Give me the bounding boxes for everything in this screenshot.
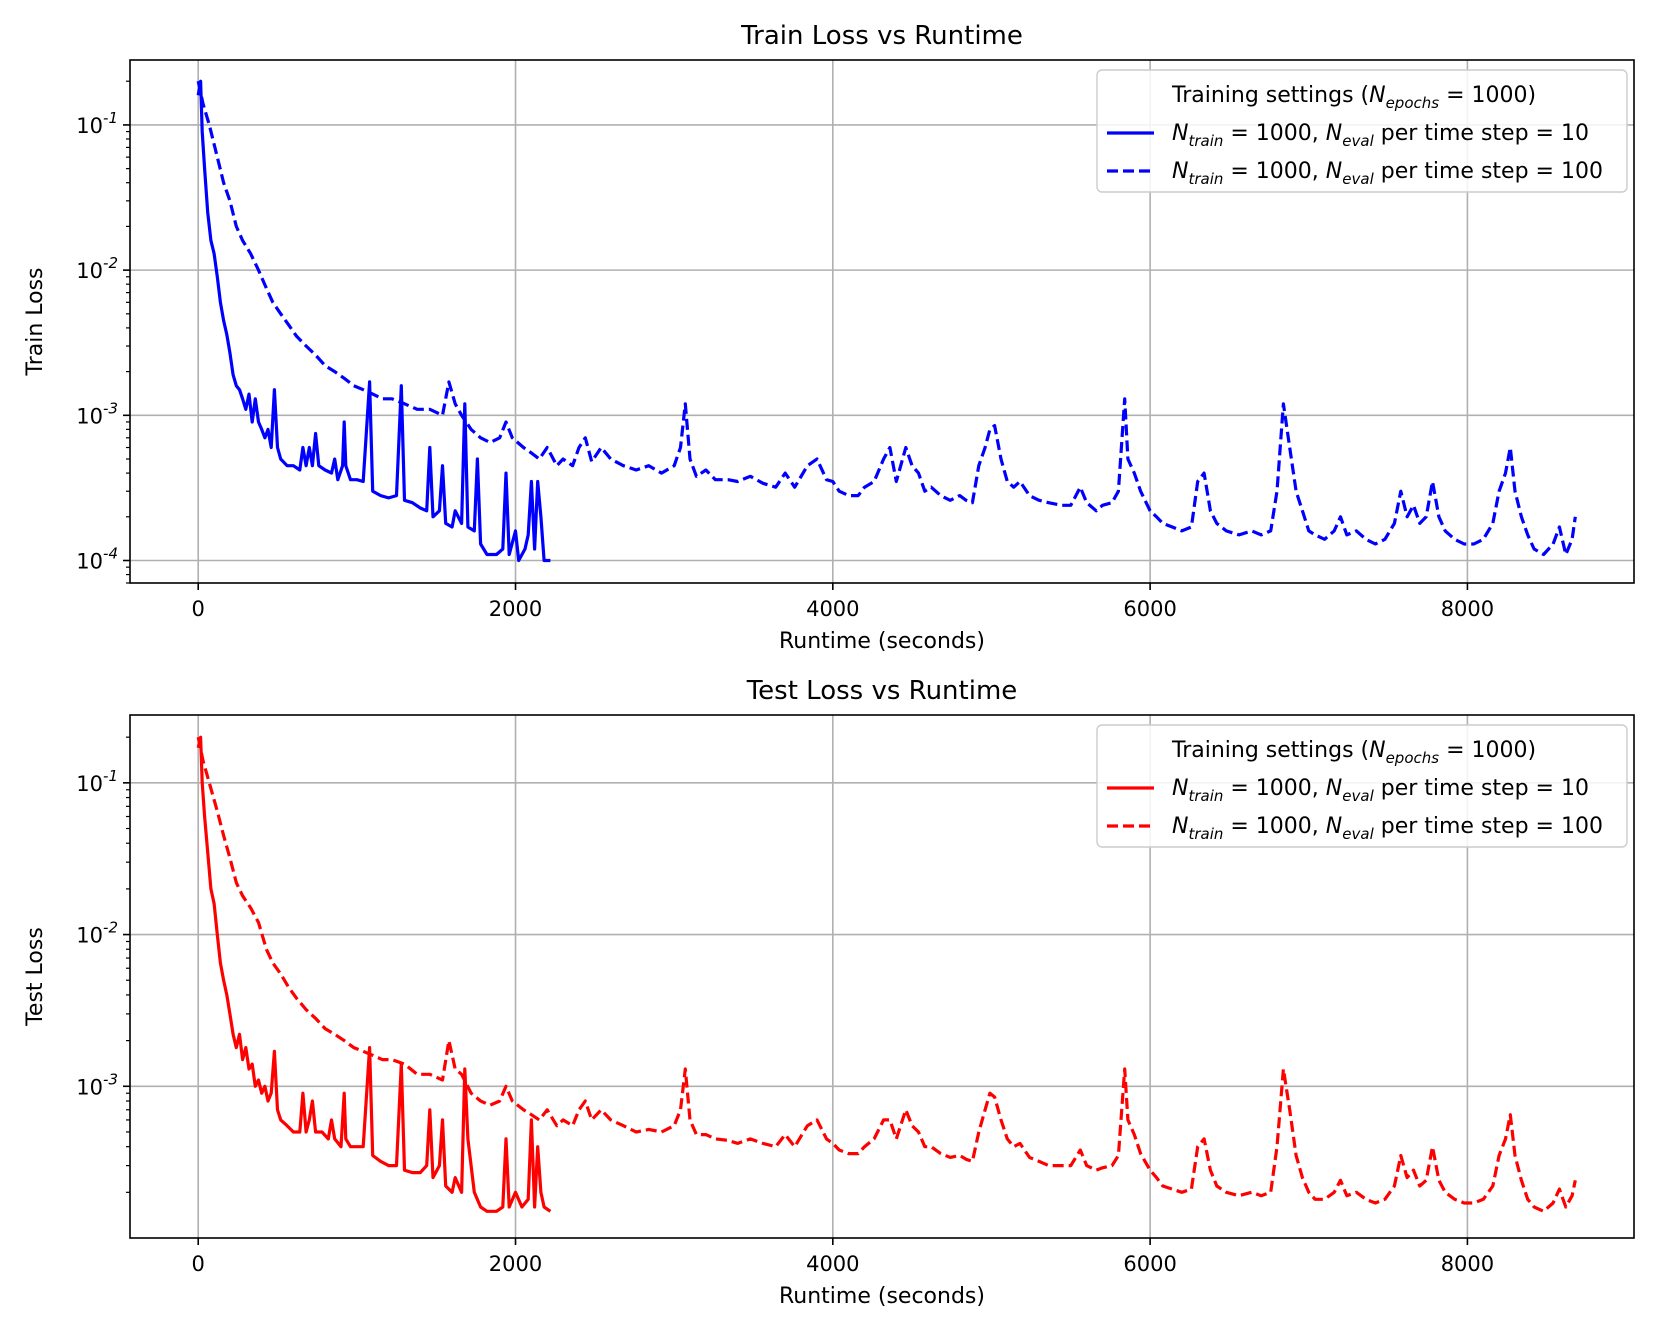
y-tick-label: 10-4 [76,545,118,574]
legend-title: Training settings (Nepochs = 1000) [1171,83,1536,112]
y-tick-label: 10-1 [76,767,118,796]
x-tick-label: 4000 [806,1252,859,1276]
legend-title: Training settings (Nepochs = 1000) [1171,738,1536,767]
legend: Training settings (Nepochs = 1000) Ntrain… [1096,724,1628,848]
y-tick-label: 10-1 [76,109,118,138]
series-line-neval-100 [196,80,1577,557]
legend-entry: Ntrain = 1000, Neval per time step = 10 [1172,121,1589,150]
x-tick-label: 0 [192,1252,205,1276]
legend-entry: Ntrain = 1000, Neval per time step = 100 [1172,159,1603,188]
chart-panel-test: 0 2000 4000 6000 8000 10-1 10-2 10-3 Test Loss v… [23,676,1635,1309]
y-tick-label: 10-2 [76,254,118,283]
legend-box [1096,69,1628,193]
x-tick-label: 0 [192,597,205,621]
y-axis-label: Test Loss [23,927,48,1027]
axes-frame [129,59,1635,584]
plot-area [196,79,1577,563]
series-line-neval-10 [196,735,552,1213]
x-tick-label: 8000 [1441,597,1494,621]
x-tick-label: 2000 [489,597,542,621]
series-line-neval-10 [196,79,551,563]
x-tick-label: 6000 [1123,1252,1176,1276]
x-axis-label: Runtime (seconds) [779,629,985,654]
x-tick-label: 2000 [489,1252,542,1276]
series-line-neval-100 [196,736,1577,1213]
legend-entry: Ntrain = 1000, Neval per time step = 10 [1172,776,1589,805]
plot-area [196,735,1577,1213]
x-tick-label: 8000 [1441,1252,1494,1276]
y-axis-label: Train Loss [23,267,48,376]
chart-title: Train Loss vs Runtime [740,21,1023,51]
x-tick-label: 4000 [806,597,859,621]
legend: Training settings (Nepochs = 1000) Ntrain… [1096,69,1628,193]
x-axis-label: Runtime (seconds) [779,1284,985,1309]
chart-panel-train: 0 2000 4000 6000 8000 10-1 10-2 10-3 10-4 Train L… [23,21,1635,654]
y-tick-label: 10-3 [76,1070,118,1099]
legend-box [1096,724,1628,848]
y-tick-label: 10-3 [76,399,118,428]
legend-entry: Ntrain = 1000, Neval per time step = 100 [1172,814,1603,843]
x-tick-label: 6000 [1123,597,1176,621]
axes-frame [129,714,1635,1239]
y-tick-label: 10-2 [76,919,118,948]
chart-title: Test Loss vs Runtime [746,676,1018,706]
